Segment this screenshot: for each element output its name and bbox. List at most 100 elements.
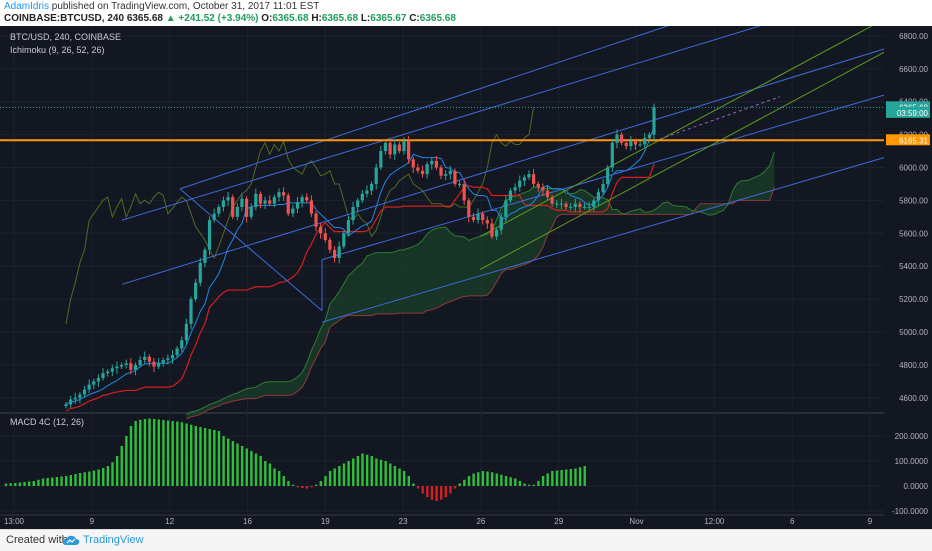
candle-body <box>319 226 323 234</box>
candle-body <box>282 192 286 196</box>
candle-body <box>170 355 175 359</box>
candle-body <box>532 174 536 184</box>
macd-bar <box>495 473 498 486</box>
candle-body <box>374 167 378 184</box>
candle-body <box>291 208 295 214</box>
macd-bar <box>27 481 31 486</box>
macd-bar <box>370 456 373 486</box>
candle-body <box>332 249 337 258</box>
candle-body <box>411 159 415 168</box>
macd-bar <box>453 486 457 489</box>
candle-body <box>420 170 425 175</box>
macd-bar <box>14 483 17 486</box>
green-channel-line <box>479 51 885 270</box>
channel-line <box>321 94 885 261</box>
tradingview-link[interactable]: TradingView <box>83 534 144 546</box>
macd-bar <box>51 477 54 486</box>
macd-bar <box>398 468 401 486</box>
macd-bar <box>472 473 475 486</box>
grid-lines <box>0 26 884 512</box>
candle-body <box>64 404 68 407</box>
time-tick-label: 23 <box>399 517 408 526</box>
macd-bar <box>578 467 582 486</box>
candle-body <box>110 368 114 372</box>
publish-line: AdamIdris published on TradingView.com, … <box>4 1 319 12</box>
macd-bar <box>41 478 45 486</box>
time-tick-label: 26 <box>476 517 485 526</box>
macd-bar <box>569 469 573 486</box>
time-tick-label: 6 <box>790 517 795 526</box>
candle-body <box>527 174 531 178</box>
candle-body <box>462 183 466 201</box>
macd-bar <box>245 448 248 486</box>
candle-body <box>643 137 647 145</box>
macd-bar <box>254 453 258 486</box>
candle-body <box>471 216 476 221</box>
macd-bar <box>504 476 508 486</box>
macd-bar <box>74 474 77 486</box>
macd-bar <box>342 463 346 486</box>
price-chart-svg[interactable]: 6800.006600.006400.006200.006000.005800.… <box>0 0 932 529</box>
macd-bar <box>365 454 369 486</box>
candle-body <box>124 363 128 365</box>
macd-bar <box>185 423 188 486</box>
macd-bar <box>361 453 364 486</box>
candle-body <box>73 397 77 400</box>
candle-body <box>342 233 346 247</box>
macd-bar <box>319 481 323 486</box>
macd-bar <box>324 476 327 486</box>
macd-bar <box>379 459 383 486</box>
macd-bar <box>509 477 512 486</box>
candle-body <box>152 361 156 367</box>
author-link[interactable]: AdamIdris <box>4 1 50 12</box>
macd-bar <box>46 478 49 486</box>
candle-body <box>601 183 605 193</box>
macd-bar <box>315 484 318 486</box>
macd-bar <box>490 472 494 486</box>
macd-bar <box>449 486 452 494</box>
candle-body <box>305 197 309 201</box>
macd-bar <box>467 476 471 486</box>
macd-bar <box>32 481 35 486</box>
candle-body <box>207 220 212 250</box>
macd-bar <box>102 468 105 486</box>
candle-body <box>633 141 638 145</box>
macd-bar <box>555 470 559 486</box>
candle-body <box>161 359 165 364</box>
candle-body <box>569 206 573 208</box>
candle-body <box>314 213 318 227</box>
candle-body <box>254 193 258 207</box>
candle-body <box>638 144 642 146</box>
macd-tick-label: 100.0000 <box>895 457 929 466</box>
candle-body <box>578 203 582 207</box>
candle-body <box>184 323 188 341</box>
macd-bar <box>565 469 568 486</box>
macd-bar <box>78 473 82 486</box>
time-tick-label: 16 <box>243 517 252 526</box>
candle-body <box>328 239 332 250</box>
level-price-text: 6165.31 <box>899 136 928 145</box>
chart-area[interactable]: 6800.006600.006400.006200.006000.005800.… <box>0 0 932 529</box>
macd-bar <box>440 486 443 500</box>
macd-bar <box>64 476 68 486</box>
candle-body <box>494 230 499 237</box>
macd-bar <box>120 446 123 486</box>
chart-header: AdamIdris published on TradingView.com, … <box>0 0 932 26</box>
macd-bar <box>305 486 309 489</box>
macd-bar <box>180 422 184 486</box>
candle-body <box>198 262 202 283</box>
macd-bar <box>60 476 63 486</box>
green-channel-line <box>479 18 885 238</box>
candle-body <box>596 192 601 201</box>
candle-body <box>573 203 577 207</box>
macd-bar <box>277 471 281 486</box>
macd-bar <box>287 481 290 486</box>
candle-body <box>555 203 559 205</box>
high-value: 6365.68 <box>321 13 359 24</box>
macd-bar <box>296 486 299 488</box>
candle-body <box>504 200 508 217</box>
candle-body <box>249 206 253 217</box>
price-tick-label: 5400.00 <box>899 262 928 271</box>
macd-bar <box>560 470 563 486</box>
candle-body <box>360 193 364 201</box>
